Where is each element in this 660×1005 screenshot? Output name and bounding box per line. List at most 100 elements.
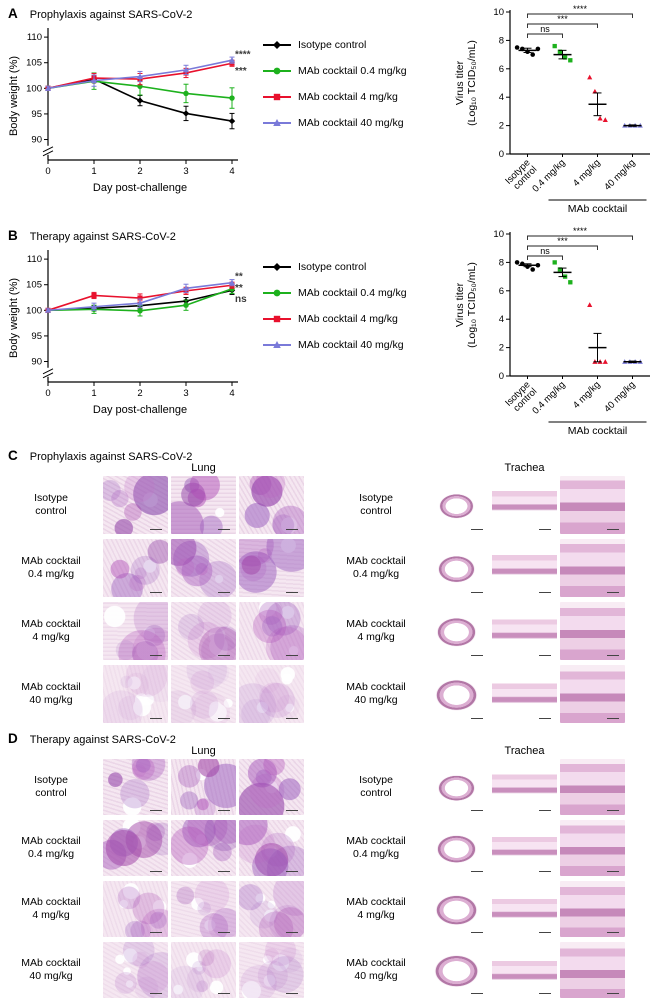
histology-image: [424, 602, 489, 660]
histology-row-label: Isotype control: [34, 492, 68, 517]
histology-image: [424, 665, 489, 723]
histology-image: [492, 476, 557, 534]
svg-text:10: 10: [493, 7, 504, 18]
scale-bar: [150, 654, 162, 656]
line-chart-svg: 90 95 100 105 110 0 1 2 3 4 Day post-challenge Body…: [8, 28, 251, 194]
histology-image: [560, 665, 625, 723]
histology-row-label: MAb cocktail 0.4 mg/kg: [21, 555, 81, 580]
scale-bar: [150, 717, 162, 719]
svg-text:0: 0: [499, 149, 504, 160]
histology-image: [239, 820, 304, 876]
svg-text:Body weight (%): Body weight (%): [8, 56, 20, 136]
scale-bar: [607, 992, 619, 994]
scale-bar: [471, 809, 483, 811]
histology-image: [424, 942, 489, 998]
virus-titer-chart-therapy: 0 2 4 6 8 10 Isotypecontrol 0.4 mg/kg 4 mg/kg 40 …: [452, 226, 658, 448]
svg-text:**: **: [235, 283, 243, 294]
svg-text:105: 105: [26, 280, 42, 291]
svg-text:Day post-challenge: Day post-challenge: [93, 404, 187, 416]
svg-text:105: 105: [26, 58, 42, 69]
svg-text:2: 2: [499, 343, 504, 354]
svg-text:(Log₁₀ TCID₅₀/mL): (Log₁₀ TCID₅₀/mL): [466, 262, 478, 348]
scale-bar: [218, 717, 230, 719]
legend-label: Isotype control: [298, 38, 367, 51]
scale-bar: [539, 528, 551, 530]
histology-row-label: MAb cocktail 0.4 mg/kg: [346, 835, 406, 860]
histology-image: [103, 881, 168, 937]
histology-row-label: Isotype control: [359, 774, 393, 799]
histology-image: [424, 476, 489, 534]
svg-text:***: ***: [557, 14, 568, 24]
scale-bar: [539, 931, 551, 933]
svg-text:0.4 mg/kg: 0.4 mg/kg: [530, 379, 567, 416]
svg-text:Body weight (%): Body weight (%): [8, 278, 20, 358]
histology-panel-prophylaxis: Lung Trachea Isotype control Isotype contro…: [0, 462, 660, 730]
svg-text:110: 110: [27, 254, 42, 265]
histology-image: [424, 820, 489, 876]
svg-text:**: **: [235, 272, 243, 283]
histology-image: [171, 665, 236, 723]
panel-C-title: Prophylaxis against SARS-CoV-2: [29, 451, 193, 463]
scale-bar: [286, 992, 298, 994]
histology-image: [560, 942, 625, 998]
legend-label: MAb cocktail 40 mg/kg: [298, 338, 404, 351]
histology-image: [239, 602, 304, 660]
histology-image: [103, 539, 168, 597]
scale-bar: [150, 809, 162, 811]
svg-text:8: 8: [499, 35, 504, 46]
histology-image: [103, 759, 168, 815]
svg-text:110: 110: [27, 32, 42, 43]
legend-label: MAb cocktail 4 mg/kg: [298, 312, 398, 325]
scale-bar: [218, 931, 230, 933]
scale-bar: [607, 870, 619, 872]
svg-text:3: 3: [183, 166, 188, 177]
histology-row-label: MAb cocktail 40 mg/kg: [346, 681, 406, 706]
histology-image: [171, 881, 236, 937]
virus-titer-chart-prophylaxis: 0 2 4 6 8 10 Isotypecontrol 0.4 mg/kg 4 mg/kg 40 …: [452, 4, 658, 226]
histology-row-label: MAb cocktail 0.4 mg/kg: [21, 835, 81, 860]
histology-image: [560, 820, 625, 876]
panel-D-title: Therapy against SARS-CoV-2: [29, 734, 176, 746]
scale-bar: [471, 591, 483, 593]
scale-bar: [150, 870, 162, 872]
svg-text:0.4 mg/kg: 0.4 mg/kg: [530, 157, 567, 194]
legend-item: MAb cocktail 40 mg/kg: [262, 336, 407, 353]
svg-text:2: 2: [137, 388, 142, 399]
scale-bar: [471, 528, 483, 530]
svg-text:***: ***: [235, 66, 247, 77]
panel-C-label: C: [8, 448, 18, 463]
panel-D-header: D Therapy against SARS-CoV-2: [8, 731, 176, 746]
scale-bar: [286, 528, 298, 530]
svg-text:****: ****: [573, 226, 588, 236]
legend-item: MAb cocktail 0.4 mg/kg: [262, 62, 407, 79]
histology-image: [560, 539, 625, 597]
scale-bar: [218, 591, 230, 593]
legend-item: Isotype control: [262, 36, 407, 53]
scale-bar: [286, 654, 298, 656]
histology-row-label: Isotype control: [359, 492, 393, 517]
svg-text:4: 4: [499, 92, 504, 103]
histology-image: [239, 539, 304, 597]
scale-bar: [286, 717, 298, 719]
panel-B-title: Therapy against SARS-CoV-2: [29, 231, 176, 243]
svg-text:8: 8: [499, 257, 504, 268]
panel-A-title: Prophylaxis against SARS-CoV-2: [29, 9, 193, 21]
svg-text:4: 4: [229, 166, 234, 177]
histology-image: [171, 539, 236, 597]
legend-label: MAb cocktail 40 mg/kg: [298, 116, 404, 129]
line-chart-svg: 90 95 100 105 110 0 1 2 3 4 Day post-challenge Body…: [8, 250, 247, 416]
organ-header-lung: Lung: [191, 462, 216, 474]
svg-text:2: 2: [499, 121, 504, 132]
histology-row-label: MAb cocktail 0.4 mg/kg: [346, 555, 406, 580]
svg-text:ns: ns: [540, 24, 550, 34]
histology-image: [492, 539, 557, 597]
scale-bar: [286, 931, 298, 933]
svg-text:90: 90: [31, 135, 42, 146]
scale-bar: [286, 870, 298, 872]
scale-bar: [607, 591, 619, 593]
scale-bar: [218, 809, 230, 811]
scale-bar: [607, 528, 619, 530]
